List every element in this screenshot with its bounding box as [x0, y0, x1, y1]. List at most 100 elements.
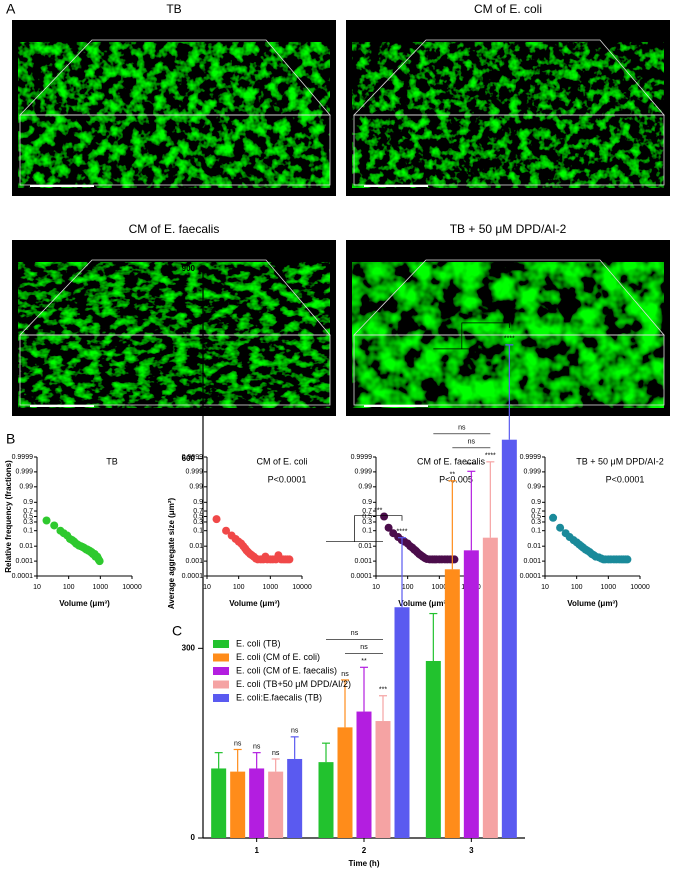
bar	[268, 771, 284, 838]
y-tick-label: 300	[182, 643, 196, 652]
y-tick-label: 0.999	[185, 469, 203, 476]
x-tick-label: 100	[63, 584, 75, 591]
y-tick-label: 0.001	[15, 558, 33, 565]
y-tick-label: 0.1	[193, 528, 203, 535]
y-tick-label: 0.999	[523, 469, 541, 476]
significance-label: ns	[234, 740, 242, 747]
y-tick-label: 0.9	[23, 499, 33, 506]
y-tick-label: 0.001	[185, 558, 203, 565]
y-tick-label: 0.9	[531, 499, 541, 506]
chart-title: CM of E. faecalis	[417, 456, 486, 466]
data-point	[222, 526, 231, 535]
y-axis-label: Average aggregate size (μm²)	[167, 498, 176, 610]
bar	[463, 550, 479, 838]
y-tick-label: 0.0001	[520, 573, 542, 580]
bracket-label: ns	[458, 425, 466, 432]
x-tick-label: 1	[254, 846, 259, 855]
bracket-label: ***	[374, 508, 382, 515]
y-tick-label: 0.5	[23, 513, 33, 520]
x-axis-label: Volume (μm³)	[567, 599, 618, 608]
y-tick-label: 0.9999	[12, 454, 34, 461]
y-tick-label: 0.5	[362, 513, 372, 520]
data-point	[623, 555, 632, 564]
y-tick-label: 0.001	[523, 558, 541, 565]
y-tick-label: 0.1	[362, 528, 372, 535]
x-tick-label: 2	[362, 846, 367, 855]
chart-title: TB + 50 μM DPD/AI-2	[576, 456, 663, 466]
data-point	[50, 521, 59, 530]
x-axis-label: Volume (μm³)	[398, 599, 449, 608]
y-tick-label: 0.1	[23, 528, 33, 535]
y-tick-label: 0.01	[358, 543, 372, 550]
y-tick-label: 0.9999	[351, 454, 373, 461]
bar	[482, 537, 498, 838]
x-tick-label: 3	[469, 846, 474, 855]
legend-swatch	[213, 680, 229, 689]
legend-label: E. coli (TB+50 μM DPD/AI/2)	[236, 679, 351, 689]
significance-label: ****	[485, 453, 496, 460]
legend-swatch	[213, 694, 229, 702]
bracket-label: **	[483, 315, 489, 322]
y-tick-label: 0.9999	[520, 454, 542, 461]
y-tick-label: 0.01	[19, 543, 33, 550]
significance-label: ns	[272, 750, 280, 757]
x-tick-label: 100	[571, 584, 583, 591]
significance-label: ns	[253, 743, 261, 750]
data-point	[450, 555, 459, 564]
y-tick-label: 900	[182, 264, 196, 273]
bar	[501, 439, 517, 838]
data-point	[384, 523, 393, 532]
significance-label: ***	[379, 687, 387, 694]
significance-label: ****	[466, 462, 477, 469]
y-tick-label: 0.0001	[351, 573, 373, 580]
image-title: CM of E. faecalis	[129, 222, 220, 236]
data-point	[285, 555, 294, 564]
legend-swatch	[213, 667, 229, 675]
bracket	[433, 322, 510, 350]
y-tick-label: 0.99	[527, 484, 541, 491]
panel-label: C	[172, 623, 182, 639]
x-tick-label: 100	[402, 584, 414, 591]
data-point	[556, 523, 565, 532]
y-tick-label: 0.1	[531, 528, 541, 535]
data-point	[42, 516, 51, 525]
y-tick-label: 0.0001	[182, 573, 204, 580]
y-tick-label: 0.99	[358, 484, 372, 491]
y-tick-label: 0.99	[19, 484, 33, 491]
y-tick-label: 0.01	[189, 543, 203, 550]
bar	[211, 768, 227, 838]
legend-swatch	[213, 640, 229, 648]
y-tick-label: 0.9	[362, 499, 372, 506]
x-tick-label: 100	[233, 584, 245, 591]
panel-label: B	[6, 431, 15, 447]
x-axis-label: Volume (μm³)	[229, 599, 280, 608]
x-axis-label: Time (h)	[349, 859, 380, 868]
x-tick-label: 1000	[601, 584, 617, 591]
x-tick-label: 1000	[263, 584, 279, 591]
x-axis-label: Volume (μm³)	[59, 599, 110, 608]
significance-label: ****	[504, 336, 515, 343]
y-tick-label: 0.9	[193, 499, 203, 506]
y-tick-label: 0.999	[15, 469, 33, 476]
data-point	[549, 513, 558, 522]
legend-swatch	[213, 653, 229, 662]
y-tick-label: 0.3	[362, 519, 372, 526]
legend-label: E. coli (CM of E. coli)	[236, 652, 320, 662]
x-tick-label: 10	[372, 584, 380, 591]
x-tick-label: 10	[33, 584, 41, 591]
significance-label: ns	[341, 671, 349, 678]
chart-title: TB	[106, 456, 118, 466]
panel-label: A	[6, 1, 16, 17]
significance-label: ns	[291, 728, 299, 735]
image-title: TB	[166, 2, 181, 16]
y-tick-label: 0	[191, 833, 196, 842]
y-tick-label: 0.5	[193, 513, 203, 520]
x-tick-label: 10	[203, 584, 211, 591]
y-tick-label: 0.01	[527, 543, 541, 550]
bar	[356, 711, 372, 838]
legend-label: E. coli (TB)	[236, 638, 281, 648]
significance-label: ****	[397, 529, 408, 536]
box-front	[353, 114, 665, 186]
y-tick-label: 600	[182, 454, 196, 463]
